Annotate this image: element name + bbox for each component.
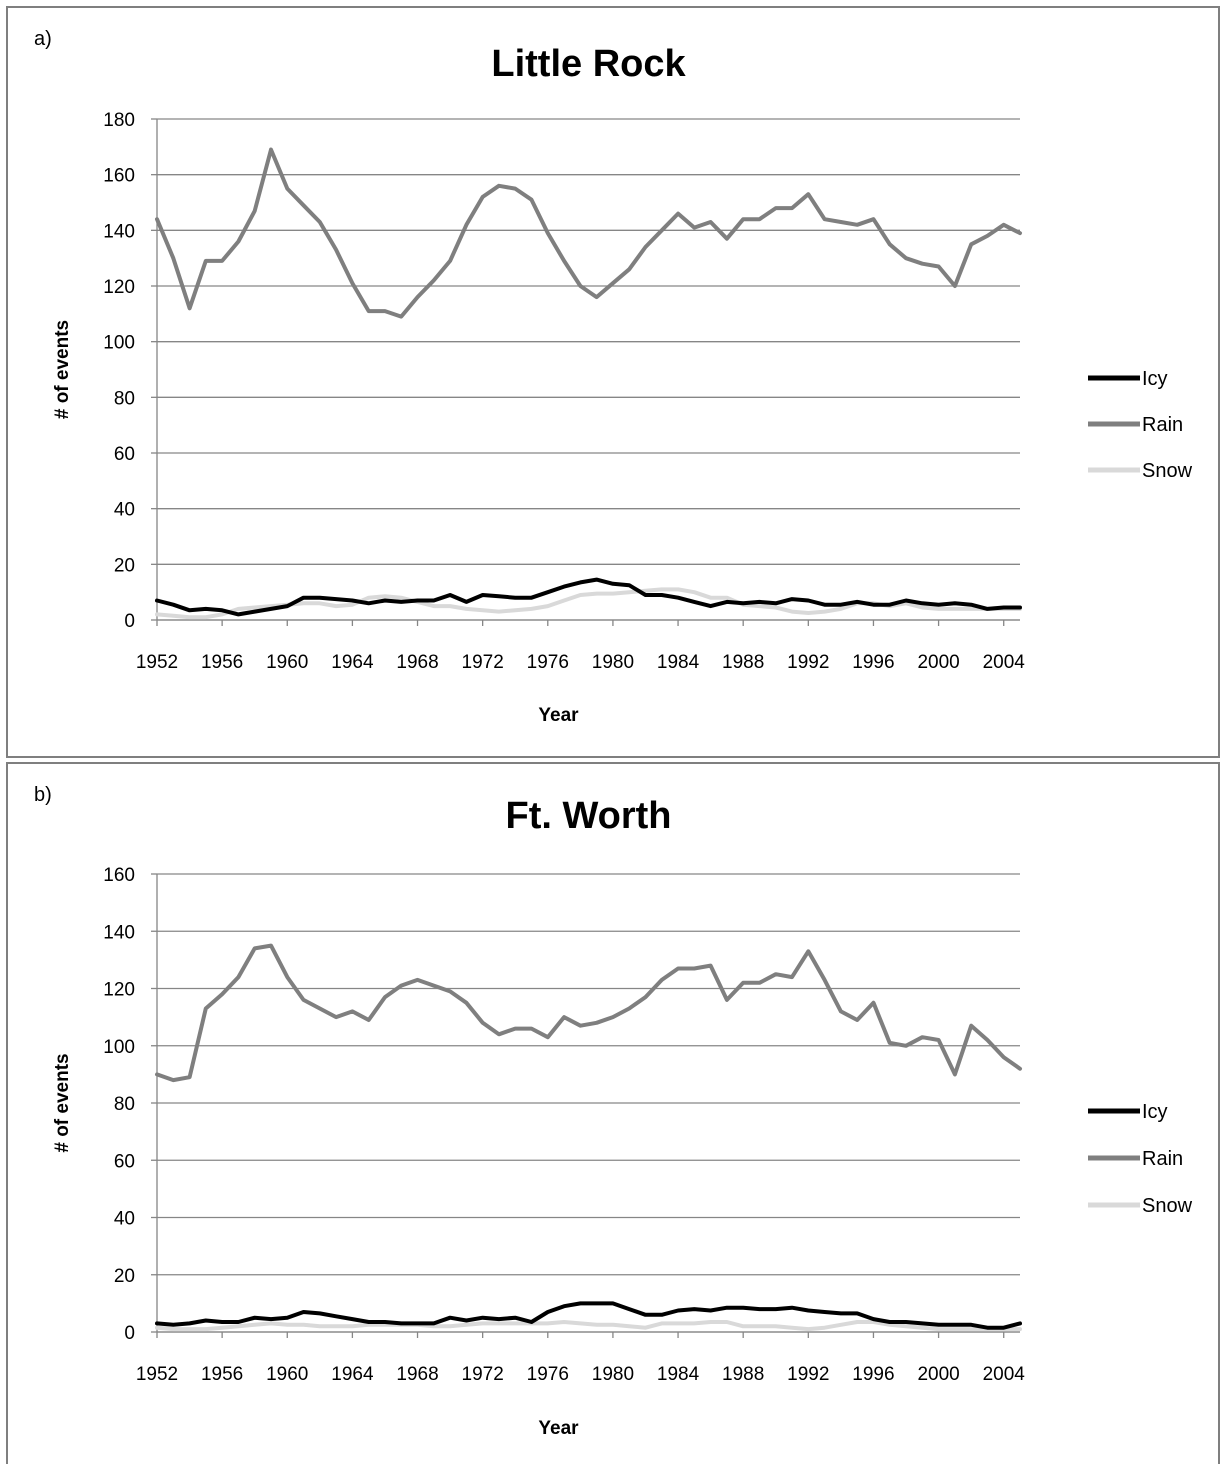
y-tick-label: 40 bbox=[114, 1209, 135, 1230]
x-tick-label: 1996 bbox=[852, 652, 894, 673]
legend-label-rain: Rain bbox=[1142, 414, 1183, 436]
y-tick-label: 100 bbox=[103, 333, 135, 354]
chart-panel-ft-worth: b) Ft. Worth 0 20 40 60 80 100 120 140 160 1952 195… bbox=[6, 762, 1220, 1464]
y-tick-label: 40 bbox=[114, 500, 135, 521]
y-tick-label: 140 bbox=[103, 221, 135, 242]
x-tick-label: 1976 bbox=[527, 1364, 569, 1385]
x-tick-label: 2004 bbox=[983, 652, 1026, 673]
legend-label-snow: Snow bbox=[1142, 460, 1193, 482]
y-tick-label: 100 bbox=[103, 1037, 135, 1058]
y-tick-label: 20 bbox=[114, 1266, 135, 1287]
x-tick-label: 2004 bbox=[983, 1364, 1026, 1385]
legend-label-icy: Icy bbox=[1142, 368, 1168, 390]
series-line-rain bbox=[155, 943, 1022, 1083]
x-tick-label: 1988 bbox=[722, 652, 764, 673]
x-tick-label: 1984 bbox=[657, 1364, 700, 1385]
legend-label-snow: Snow bbox=[1142, 1195, 1193, 1217]
y-tick-label: 20 bbox=[114, 555, 135, 576]
x-tick-label: 1996 bbox=[852, 1364, 894, 1385]
x-tick-label: 2000 bbox=[917, 652, 959, 673]
y-axis-label: # of events bbox=[52, 320, 73, 419]
y-tick-label: 120 bbox=[103, 980, 135, 1001]
series-line-icy bbox=[155, 577, 1022, 617]
x-tick-label: 1988 bbox=[722, 1364, 764, 1385]
x-tick-label: 1972 bbox=[462, 652, 504, 673]
y-tick-label: 0 bbox=[124, 611, 135, 632]
legend-label-icy: Icy bbox=[1142, 1101, 1168, 1123]
x-tick-label: 1952 bbox=[136, 652, 178, 673]
x-tick-label: 1992 bbox=[787, 652, 829, 673]
x-tick-label: 1964 bbox=[331, 652, 374, 673]
x-tick-label: 1960 bbox=[266, 1364, 308, 1385]
panel-label: a) bbox=[34, 28, 52, 50]
y-tick-label: 160 bbox=[103, 166, 135, 187]
x-axis-label: Year bbox=[538, 1418, 579, 1439]
chart-little-rock: Little Rock 0 20 40 60 80 100 120 140 160 180 1952 1… bbox=[52, 43, 1193, 726]
chart-title: Little Rock bbox=[491, 43, 686, 85]
y-tick-label: 180 bbox=[103, 110, 135, 131]
y-tick-label: 0 bbox=[124, 1323, 135, 1344]
series-line-icy bbox=[155, 1301, 1022, 1330]
y-tick-label: 120 bbox=[103, 277, 135, 298]
y-axis-label: # of events bbox=[52, 1053, 73, 1152]
y-tick-label: 140 bbox=[103, 922, 135, 943]
x-tick-label: 1976 bbox=[527, 652, 569, 673]
x-tick-label: 1956 bbox=[201, 652, 243, 673]
x-tick-label: 1964 bbox=[331, 1364, 374, 1385]
x-tick-label: 1972 bbox=[462, 1364, 504, 1385]
y-tick-label: 80 bbox=[114, 388, 135, 409]
y-tick-label: 60 bbox=[114, 1151, 135, 1172]
chart-ft-worth: Ft. Worth 0 20 40 60 80 100 120 140 160 1952 1956 19… bbox=[52, 795, 1193, 1439]
x-tick-label: 1980 bbox=[592, 1364, 634, 1385]
x-tick-label: 2000 bbox=[917, 1364, 959, 1385]
x-tick-label: 1960 bbox=[266, 652, 308, 673]
series-line-rain bbox=[155, 147, 1022, 319]
x-tick-label: 1984 bbox=[657, 652, 700, 673]
y-tick-label: 160 bbox=[103, 865, 135, 886]
y-tick-label: 60 bbox=[114, 444, 135, 465]
x-axis-label: Year bbox=[538, 705, 579, 726]
series-line-snow bbox=[155, 1320, 1022, 1332]
x-tick-label: 1952 bbox=[136, 1364, 178, 1385]
x-tick-label: 1956 bbox=[201, 1364, 243, 1385]
x-tick-label: 1992 bbox=[787, 1364, 829, 1385]
panel-label: b) bbox=[34, 784, 52, 806]
chart-title: Ft. Worth bbox=[505, 795, 671, 837]
chart-panel-little-rock: a) Little Rock 0 20 40 60 80 100 120 140 160 180 19… bbox=[6, 6, 1220, 758]
x-tick-label: 1968 bbox=[396, 1364, 438, 1385]
y-tick-label: 80 bbox=[114, 1094, 135, 1115]
x-tick-label: 1968 bbox=[396, 652, 438, 673]
x-tick-label: 1980 bbox=[592, 652, 634, 673]
legend-label-rain: Rain bbox=[1142, 1148, 1183, 1170]
